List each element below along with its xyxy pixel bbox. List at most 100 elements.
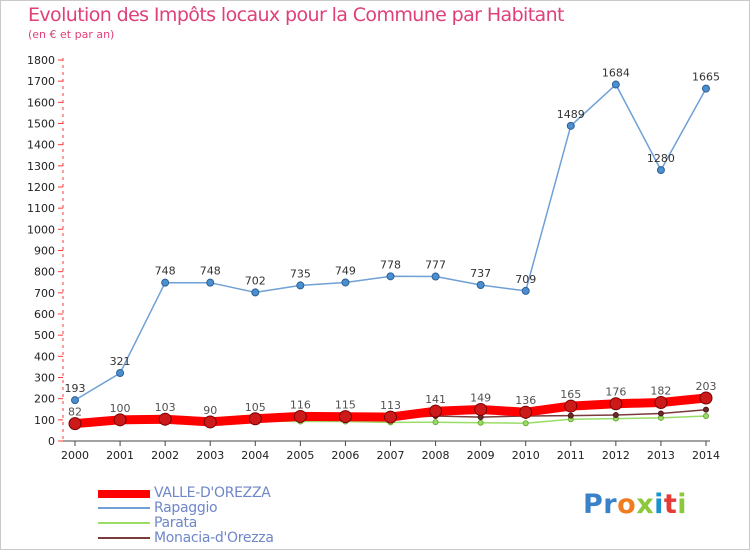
data-label-rapaggio: 1665 bbox=[692, 71, 720, 84]
data-label-valle-d-orezza: 113 bbox=[380, 399, 401, 412]
data-label-rapaggio: 1280 bbox=[647, 152, 675, 165]
data-point-valle-d-orezza bbox=[384, 410, 397, 424]
data-point-rapaggio bbox=[521, 286, 530, 295]
data-label-valle-d-orezza: 203 bbox=[696, 380, 717, 393]
data-point-valle-d-orezza bbox=[113, 413, 127, 427]
y-tick-label: 600 bbox=[34, 308, 55, 321]
logo-letter: i bbox=[677, 489, 688, 520]
data-point-rapaggio bbox=[116, 369, 125, 378]
data-label-rapaggio: 702 bbox=[245, 274, 266, 287]
data-point-rapaggio bbox=[206, 278, 215, 287]
data-point-valle-d-orezza bbox=[248, 412, 262, 426]
data-label-valle-d-orezza: 136 bbox=[515, 394, 536, 407]
y-tick-label: 100 bbox=[34, 414, 55, 427]
x-tick-label: 2013 bbox=[647, 449, 675, 462]
x-tick-label: 2005 bbox=[286, 449, 314, 462]
data-label-valle-d-orezza: 176 bbox=[605, 386, 626, 399]
data-point-rapaggio bbox=[431, 272, 440, 281]
data-label-rapaggio: 193 bbox=[65, 382, 86, 395]
legend-label-parata: Parata bbox=[154, 515, 197, 531]
data-point-valle-d-orezza bbox=[699, 391, 713, 405]
data-point-rapaggio bbox=[71, 396, 79, 405]
x-tick-label: 2006 bbox=[331, 449, 359, 462]
legend-label-rapaggio: Rapaggio bbox=[154, 500, 218, 516]
x-tick-label: 2002 bbox=[151, 449, 179, 462]
data-label-valle-d-orezza: 141 bbox=[425, 393, 446, 406]
data-label-valle-d-orezza: 90 bbox=[203, 404, 217, 417]
data-point-rapaggio bbox=[386, 272, 395, 281]
y-tick-label: 1500 bbox=[27, 118, 55, 131]
data-point-valle-d-orezza bbox=[338, 410, 352, 424]
y-tick-label: 1100 bbox=[27, 202, 55, 215]
logo-letter: P bbox=[583, 489, 604, 520]
proxiti-logo: Proxiti bbox=[583, 489, 687, 520]
data-label-valle-d-orezza: 149 bbox=[470, 391, 491, 404]
data-label-valle-d-orezza: 100 bbox=[110, 402, 131, 415]
data-point-monacia-d-orezza bbox=[657, 410, 664, 417]
legend-label-valle-d-orezza: VALLE-D'OREZZA bbox=[154, 485, 271, 501]
data-point-monacia-d-orezza bbox=[703, 406, 709, 413]
data-point-monacia-d-orezza bbox=[612, 411, 619, 418]
y-tick-label: 0 bbox=[48, 435, 55, 448]
data-point-rapaggio bbox=[296, 281, 305, 290]
x-tick-label: 2011 bbox=[557, 449, 585, 462]
x-tick-label: 2009 bbox=[467, 449, 495, 462]
data-point-valle-d-orezza bbox=[203, 415, 217, 429]
y-tick-label: 1000 bbox=[27, 223, 55, 236]
legend-swatch-rapaggio bbox=[98, 507, 150, 509]
y-tick-label: 300 bbox=[34, 372, 55, 385]
y-tick-label: 1300 bbox=[27, 160, 55, 173]
y-tick-label: 1400 bbox=[27, 139, 55, 152]
data-label-rapaggio: 748 bbox=[155, 265, 176, 278]
y-tick-label: 500 bbox=[34, 329, 55, 342]
data-point-parata bbox=[432, 419, 439, 426]
data-label-rapaggio: 749 bbox=[335, 264, 356, 277]
y-tick-label: 200 bbox=[34, 393, 55, 406]
x-tick-label: 2003 bbox=[196, 449, 224, 462]
data-point-valle-d-orezza bbox=[474, 402, 488, 416]
logo-letter: r bbox=[603, 489, 618, 520]
data-label-valle-d-orezza: 105 bbox=[245, 401, 266, 414]
data-label-valle-d-orezza: 115 bbox=[335, 399, 356, 412]
data-label-rapaggio: 709 bbox=[515, 273, 536, 286]
x-tick-label: 2010 bbox=[512, 449, 540, 462]
x-tick-label: 2001 bbox=[106, 449, 134, 462]
data-point-valle-d-orezza bbox=[293, 409, 307, 423]
data-point-monacia-d-orezza bbox=[567, 412, 574, 419]
data-label-rapaggio: 737 bbox=[470, 267, 491, 280]
x-tick-label: 2004 bbox=[241, 449, 269, 462]
data-point-rapaggio bbox=[251, 288, 260, 297]
data-label-rapaggio: 748 bbox=[200, 265, 221, 278]
x-tick-label: 2008 bbox=[422, 449, 450, 462]
data-point-rapaggio bbox=[476, 281, 485, 290]
data-label-rapaggio: 777 bbox=[425, 259, 446, 272]
chart-subtitle: (en € et par an) bbox=[28, 28, 115, 41]
legend-swatch-valle-d-orezza bbox=[98, 490, 150, 498]
legend-label-monacia-d-orezza: Monacia-d'Orezza bbox=[154, 530, 274, 546]
x-tick-label: 2007 bbox=[377, 449, 405, 462]
data-point-rapaggio bbox=[161, 278, 170, 287]
logo-letter: t bbox=[663, 489, 678, 520]
data-label-valle-d-orezza: 182 bbox=[650, 384, 671, 397]
data-label-valle-d-orezza: 116 bbox=[290, 398, 311, 411]
y-tick-label: 900 bbox=[34, 245, 55, 258]
y-tick-label: 800 bbox=[34, 266, 55, 279]
y-tick-label: 1200 bbox=[27, 181, 55, 194]
logo-letter: o bbox=[617, 489, 637, 520]
data-point-parata bbox=[522, 420, 529, 427]
y-tick-label: 1800 bbox=[27, 54, 55, 67]
y-tick-label: 400 bbox=[34, 350, 55, 363]
data-label-rapaggio: 1684 bbox=[602, 67, 630, 80]
y-tick-label: 1700 bbox=[27, 75, 55, 88]
data-point-valle-d-orezza bbox=[564, 399, 578, 413]
data-point-valle-d-orezza bbox=[609, 397, 623, 411]
data-point-valle-d-orezza bbox=[519, 405, 533, 419]
data-point-parata bbox=[703, 413, 709, 420]
x-tick-label: 2000 bbox=[61, 449, 89, 462]
data-point-valle-d-orezza bbox=[68, 417, 82, 431]
data-label-rapaggio: 778 bbox=[380, 258, 401, 271]
series-line-rapaggio bbox=[74, 83, 707, 401]
data-point-rapaggio bbox=[702, 84, 710, 93]
data-point-valle-d-orezza bbox=[429, 404, 443, 418]
data-label-valle-d-orezza: 82 bbox=[68, 406, 82, 419]
